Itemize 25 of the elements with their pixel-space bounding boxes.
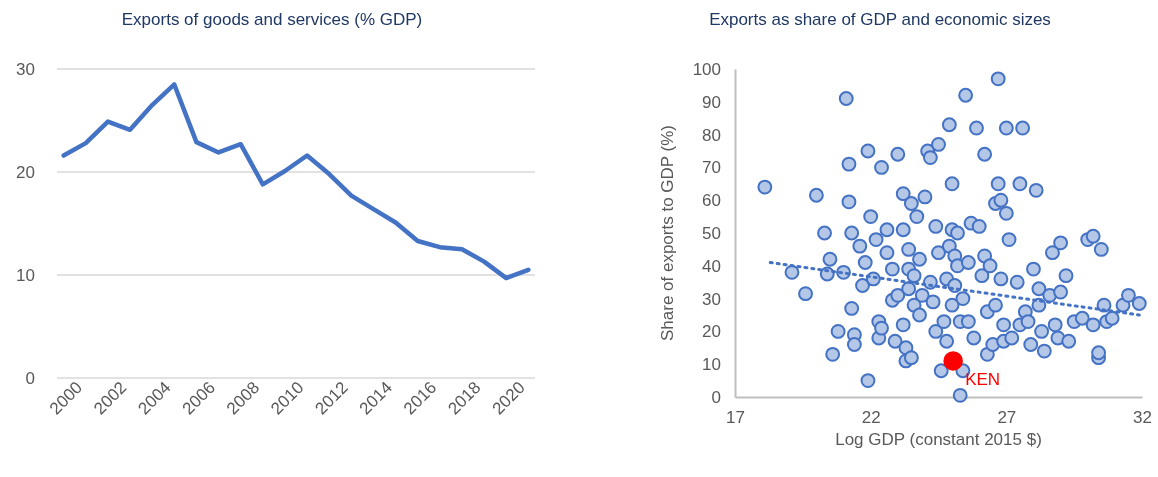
y-tick-label: 60 [702,191,721,211]
y-tick-label: 30 [702,289,721,309]
series-label: KEN [965,369,1001,389]
y-tick-label: 0 [25,368,35,388]
y-tick-label: 20 [16,162,35,182]
y-tick-label: 20 [702,322,721,342]
y-tick-label: 50 [702,223,721,243]
chart-title: Exports of goods and services (% GDP) [121,10,423,29]
line-series [61,82,531,281]
y-tick-label: 40 [702,256,721,276]
y-tick-label: 0 [711,387,721,407]
y-tick-label: 10 [702,355,721,375]
y-tick-label: 10 [16,265,35,285]
x-tick-label: 27 [997,408,1017,428]
y-tick-label: 80 [702,125,721,145]
y-tick-label: 90 [702,92,721,112]
y-tick-label: 30 [16,59,35,79]
x-tick-label: 17 [726,408,745,428]
x-tick-label: 32 [1133,408,1152,428]
x-tick-label: 22 [861,408,881,428]
y-axis-title: Share of exports to GDP (%) [658,124,677,342]
x-axis-title: Log GDP (constant 2015 $) [835,430,1042,449]
y-tick-label: 100 [692,59,721,79]
chart-title: Exports as share of GDP and economic sizes [709,10,1051,29]
y-tick-label: 70 [702,158,721,178]
